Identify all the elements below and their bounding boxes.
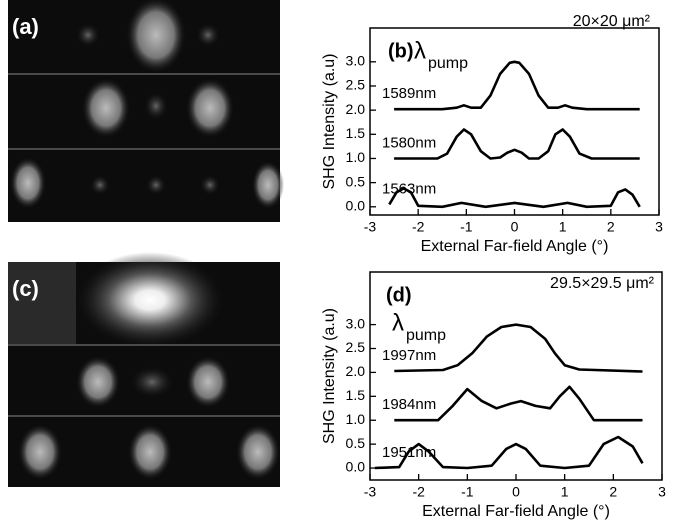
y-tick-label: 1.5	[346, 125, 366, 141]
curve	[394, 60, 640, 111]
x-axis-label: External Far-field Angle (°)	[421, 238, 609, 255]
x-tick-label: 2	[607, 219, 615, 235]
y-tick-label: 2.0	[346, 101, 366, 117]
y-tick-label: 0.5	[346, 435, 366, 451]
image-panel-c: (c)	[8, 252, 280, 487]
x-tick-label: -1	[461, 484, 474, 500]
x-tick-label: -3	[364, 484, 377, 500]
curve	[388, 187, 641, 209]
x-tick-label: -2	[412, 219, 425, 235]
curve-label: 1951nm	[382, 444, 436, 461]
y-tick-label: 0.5	[346, 173, 366, 189]
curve	[394, 128, 640, 160]
image-panel-a: (a)	[8, 0, 284, 222]
y-tick-label: 3.0	[346, 53, 366, 69]
x-tick-label: 0	[511, 219, 519, 235]
size-annotation: 20×20 μm²	[573, 13, 651, 30]
x-tick-label: 1	[561, 484, 569, 500]
curve-label: 1984nm	[382, 396, 436, 413]
panel-title: (b)	[388, 40, 414, 62]
y-tick-label: 0.0	[346, 459, 366, 475]
curve	[374, 435, 644, 470]
x-tick-label: 1	[559, 219, 567, 235]
curve-label: 1589nm	[382, 85, 436, 102]
x-tick-label: 3	[658, 484, 666, 500]
x-tick-label: -1	[460, 219, 473, 235]
x-tick-label: -3	[364, 219, 377, 235]
curve-label: 1580nm	[382, 134, 436, 151]
y-tick-label: 1.0	[346, 411, 366, 427]
y-tick-label: 2.5	[346, 77, 366, 93]
x-tick-label: -2	[412, 484, 425, 500]
panel-label: (a)	[12, 14, 39, 39]
x-axis-label: External Far-field Angle (°)	[422, 503, 610, 520]
lambda-symbol: λ	[392, 309, 404, 336]
lambda-subscript: pump	[428, 55, 468, 72]
y-tick-label: 3.0	[346, 315, 366, 331]
curve	[394, 385, 643, 422]
curve-label: 1997nm	[382, 347, 436, 364]
curve-label: 1563nm	[382, 180, 436, 197]
x-tick-label: 0	[512, 484, 520, 500]
y-axis-label: SHG Intensity (a.u)	[321, 308, 338, 444]
y-tick-label: 1.5	[346, 387, 366, 403]
y-tick-label: 0.0	[346, 197, 366, 213]
lambda-symbol: λ	[414, 37, 426, 64]
size-annotation: 29.5×29.5 μm²	[550, 275, 655, 292]
panel-label: (c)	[12, 276, 39, 301]
x-tick-label: 3	[655, 219, 663, 235]
x-tick-label: 2	[609, 484, 617, 500]
y-tick-label: 2.0	[346, 363, 366, 379]
curve	[394, 323, 643, 373]
y-tick-label: 2.5	[346, 339, 366, 355]
panel-title: (d)	[386, 284, 412, 306]
y-tick-label: 1.0	[346, 149, 366, 165]
lambda-subscript: pump	[406, 327, 446, 344]
y-axis-label: SHG Intensity (a.u)	[321, 53, 338, 189]
